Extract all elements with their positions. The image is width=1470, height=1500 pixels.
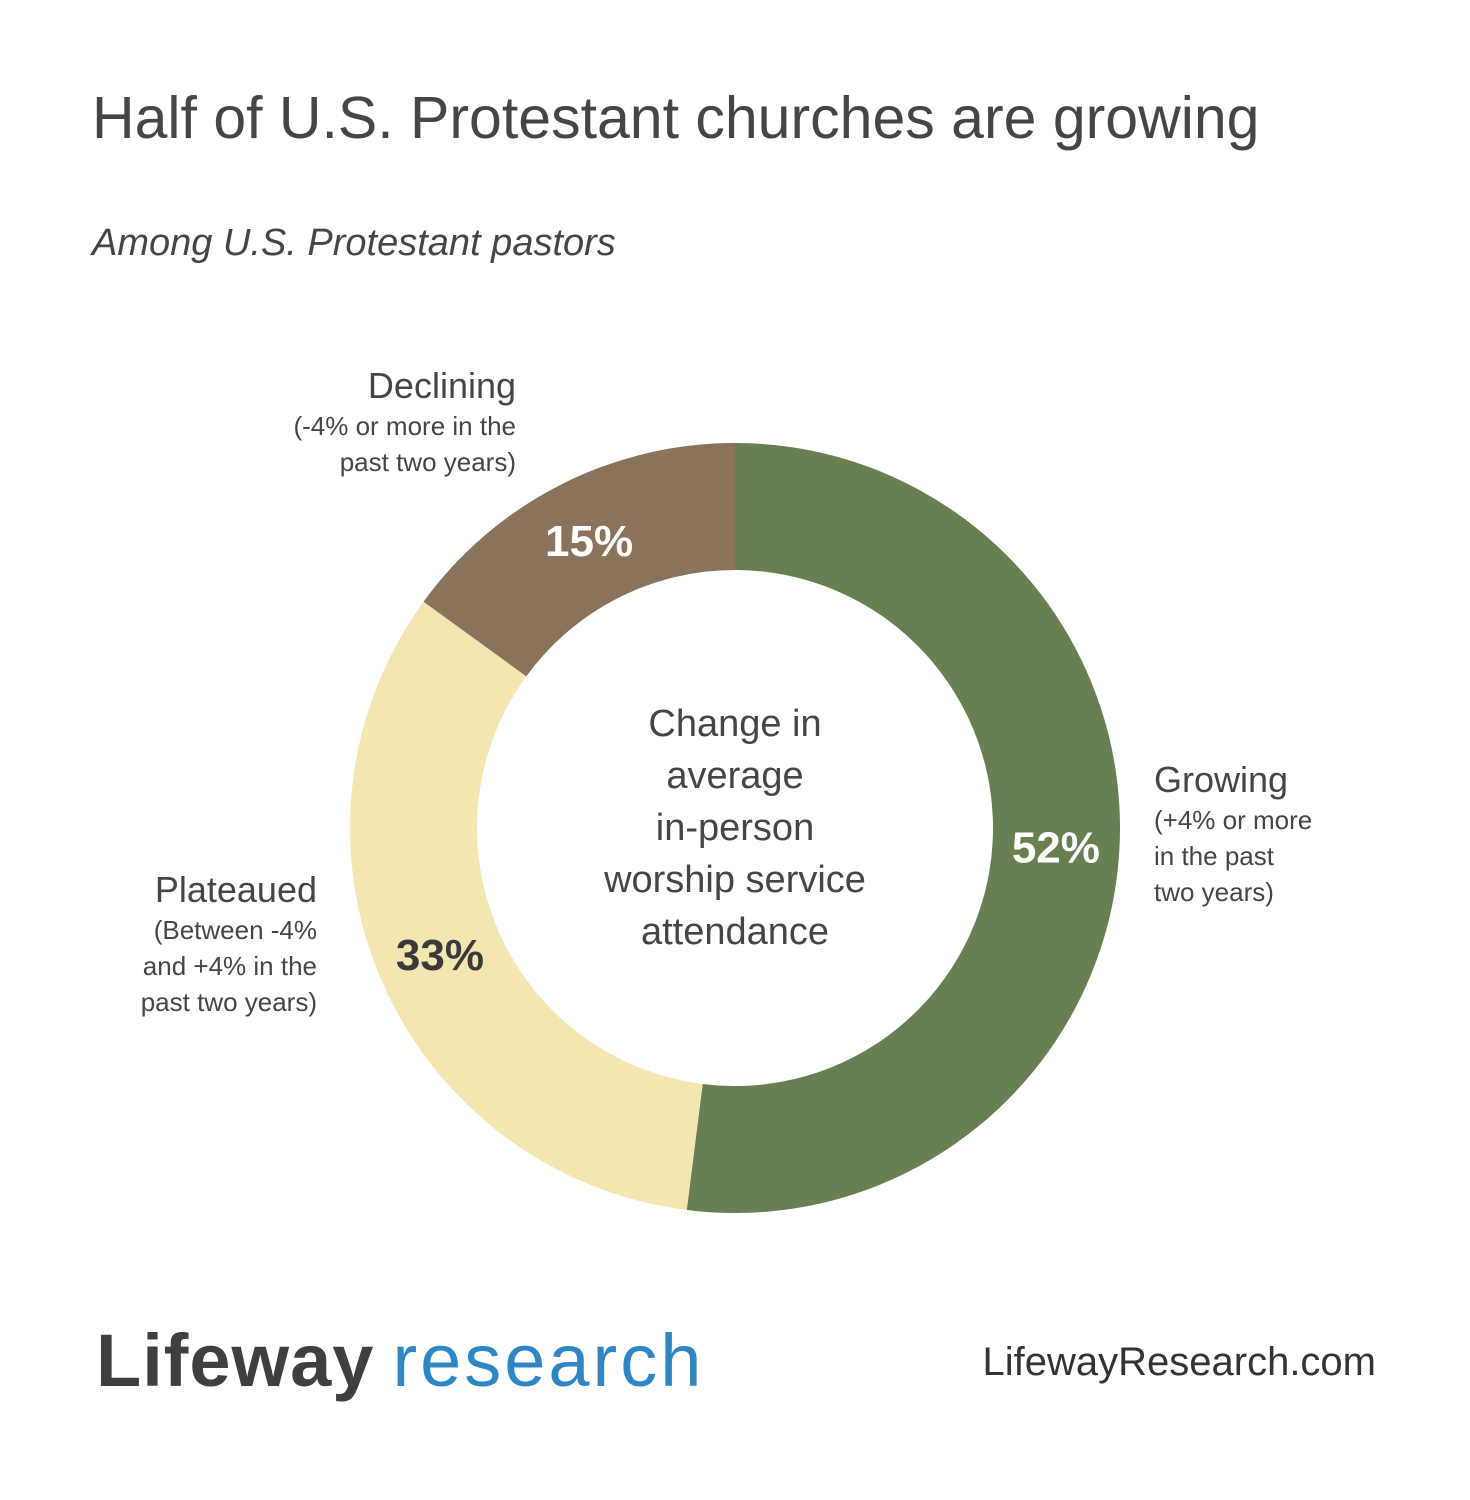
logo-word-research: research bbox=[392, 1319, 705, 1402]
logo-word-lifeway: Lifeway bbox=[96, 1319, 375, 1402]
donut-value-label-declining: 15% bbox=[545, 517, 633, 566]
center-label-line: Change in bbox=[648, 703, 822, 745]
lifeway-research-logo: Lifeway research bbox=[96, 1318, 704, 1403]
donut-center-label: Change in average in-person worship serv… bbox=[560, 698, 910, 958]
plateaued-label: Plateaued (Between -4% and +4% in the pa… bbox=[141, 868, 317, 1020]
donut-slice-declining bbox=[423, 443, 735, 677]
center-label-line: worship service bbox=[604, 859, 866, 901]
declining-name: Declining bbox=[367, 365, 516, 406]
donut-slice-growing bbox=[686, 442, 1121, 1213]
plateaued-name: Plateaued bbox=[154, 869, 317, 910]
plateaued-description: (Between -4% and +4% in the past two yea… bbox=[140, 915, 317, 1017]
declining-description: (-4% or more in the past two years) bbox=[293, 411, 516, 477]
center-label-line: average bbox=[666, 755, 804, 797]
growing-description: (+4% or more in the past two years) bbox=[1154, 805, 1313, 907]
center-label-line: in-person bbox=[655, 807, 815, 849]
donut-value-label-growing: 52% bbox=[1012, 824, 1100, 873]
chart-title: Half of U.S. Protestant churches are gro… bbox=[92, 85, 1260, 151]
chart-subtitle: Among U.S. Protestant pastors bbox=[92, 222, 616, 264]
growing-label: Growing (+4% or more in the past two yea… bbox=[1154, 758, 1312, 910]
declining-label: Declining (-4% or more in the past two y… bbox=[293, 364, 516, 480]
growing-name: Growing bbox=[1154, 759, 1289, 800]
donut-slice-plateaued bbox=[350, 601, 703, 1210]
center-label-line: attendance bbox=[640, 911, 830, 953]
donut-value-label-plateaued: 33% bbox=[396, 931, 484, 980]
footer-url: LifewayResearch.com bbox=[982, 1340, 1377, 1384]
